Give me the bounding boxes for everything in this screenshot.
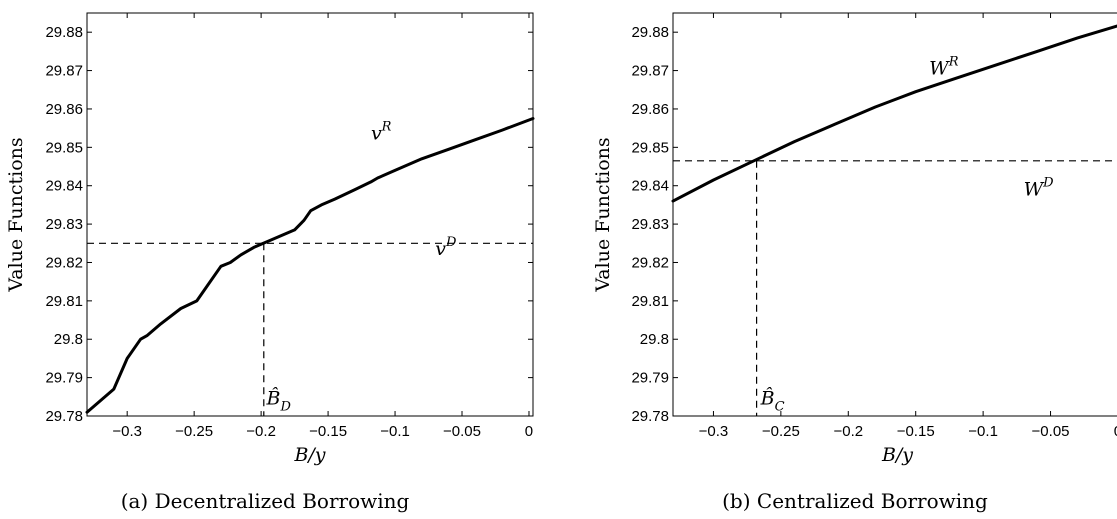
y-tick-label: 29.88 — [631, 24, 669, 41]
y-tick-label: 29.78 — [631, 408, 669, 425]
y-tick-label: 29.79 — [631, 370, 669, 387]
y-tick-label: 29.84 — [45, 178, 83, 195]
series-label: vR — [371, 120, 392, 145]
y-tick-label: 29.8 — [54, 331, 83, 348]
x-axis-label: B/y — [881, 444, 913, 466]
y-tick-label: 29.85 — [631, 139, 669, 156]
series-label: WD — [1024, 175, 1055, 200]
y-tick-label: 29.81 — [45, 293, 83, 310]
axes-box — [672, 12, 1117, 417]
series-label: WR — [929, 54, 959, 79]
panel-decentralized: −0.3 −0.25 −0.2 −0.15 −0.1 −0.05 0 29.78 29.79 29… — [5, 12, 535, 513]
y-tick-label: 29.83 — [45, 216, 83, 233]
series-label: vD — [435, 235, 457, 260]
y-tick-label: 29.79 — [45, 370, 83, 387]
x-tick-label: 0 — [525, 423, 533, 440]
x-tick-label: −0.05 — [443, 423, 481, 440]
x-tick-label: −0.1 — [380, 423, 410, 440]
x-tick-label: −0.3 — [699, 423, 729, 440]
series-line-v-r — [85, 117, 535, 414]
threshold-marker-label: B̂D — [265, 387, 291, 414]
x-tick-label: −0.3 — [112, 423, 142, 440]
threshold-marker-label: B̂C — [760, 387, 785, 414]
y-axis-label: Value Functions — [5, 137, 27, 292]
axes-box — [86, 12, 534, 417]
y-tick-label: 29.82 — [45, 254, 83, 271]
y-tick-label: 29.82 — [631, 254, 669, 271]
y-axis-label: Value Functions — [592, 137, 614, 292]
y-tick-label: 29.87 — [631, 63, 669, 80]
x-axis-label: B/y — [293, 444, 325, 466]
x-tick-label: −0.25 — [175, 423, 213, 440]
y-tick-label: 29.85 — [45, 139, 83, 156]
panel-centralized: −0.3 −0.25 −0.2 −0.15 −0.1 −0.05 0 29.78 29.79 29… — [592, 12, 1117, 513]
x-tick-label: −0.25 — [762, 423, 800, 440]
x-tick-label: −0.15 — [897, 423, 935, 440]
x-tick-label: −0.05 — [1032, 423, 1070, 440]
panel-caption: (b) Centralized Borrowing — [722, 489, 988, 513]
y-tick-label: 29.88 — [45, 24, 83, 41]
x-tick-label: −0.15 — [309, 423, 347, 440]
y-tick-label: 29.81 — [631, 293, 669, 310]
y-tick-label: 29.83 — [631, 216, 669, 233]
y-tick-label: 29.86 — [45, 101, 83, 118]
x-tick-label: −0.2 — [246, 423, 276, 440]
x-tick-label: −0.2 — [833, 423, 863, 440]
y-tick-label: 29.84 — [631, 178, 669, 195]
series-line-w-r — [671, 24, 1117, 203]
x-tick-label: −0.1 — [968, 423, 998, 440]
x-tick-label: 0 — [1114, 423, 1117, 440]
y-tick-label: 29.87 — [45, 63, 83, 80]
panel-caption: (a) Decentralized Borrowing — [121, 489, 410, 513]
y-tick-label: 29.86 — [631, 101, 669, 118]
y-tick-label: 29.8 — [640, 331, 669, 348]
y-tick-label: 29.78 — [45, 408, 83, 425]
